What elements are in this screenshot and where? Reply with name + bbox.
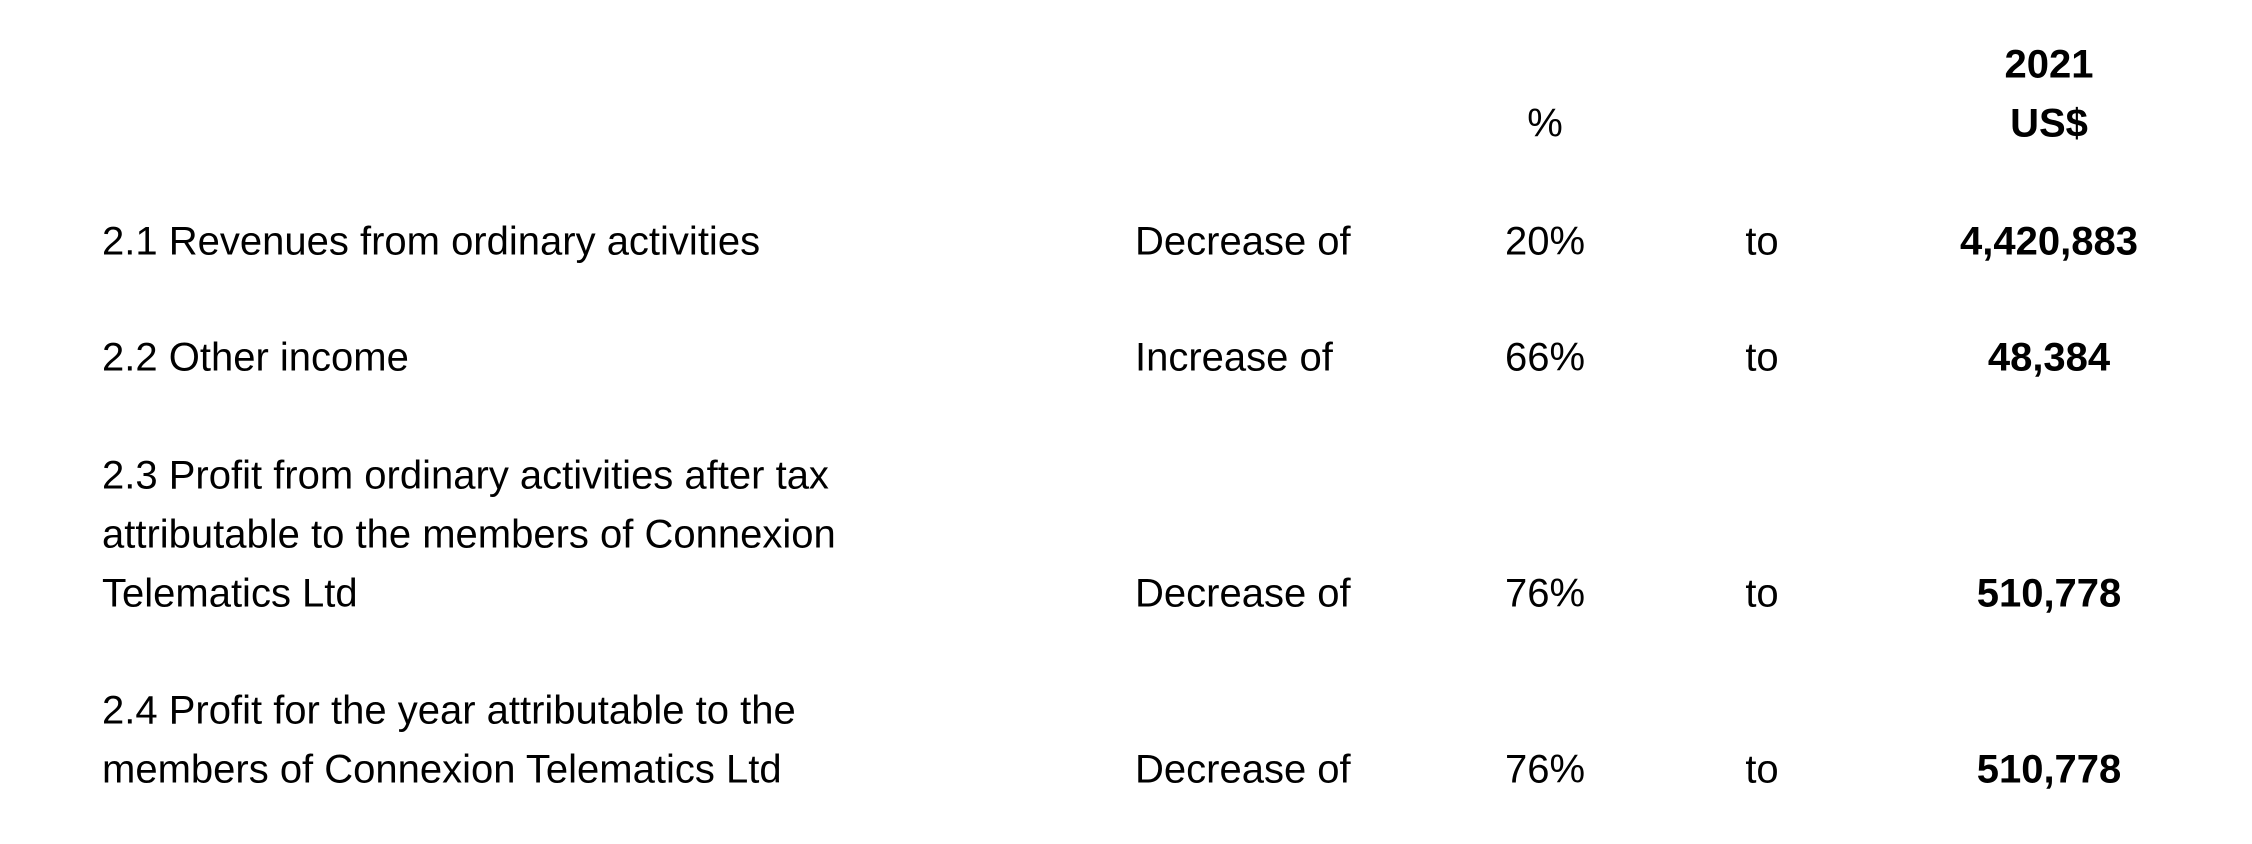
year-header: 2021 xyxy=(2005,43,2094,87)
change-percent: 76% xyxy=(1505,572,1585,616)
amount: 510,778 xyxy=(1977,748,2122,792)
amount: 510,778 xyxy=(1977,572,2122,616)
change-percent: 66% xyxy=(1505,336,1585,380)
change-percent: 20% xyxy=(1505,220,1585,264)
row-label: attributable to the members of Connexion xyxy=(102,513,836,557)
row-label: 2.2 Other income xyxy=(102,336,409,380)
percent-header: % xyxy=(1527,102,1563,146)
currency-header: US$ xyxy=(2010,102,2088,146)
row-label: 2.3 Profit from ordinary activities afte… xyxy=(102,454,829,498)
to-word: to xyxy=(1745,336,1778,380)
change-direction: Decrease of xyxy=(1135,572,1352,616)
to-word: to xyxy=(1745,220,1778,264)
change-direction: Increase of xyxy=(1135,336,1334,380)
to-word: to xyxy=(1745,572,1778,616)
row-label: Telematics Ltd xyxy=(102,572,358,616)
row-label: members of Connexion Telematics Ltd xyxy=(102,748,782,792)
amount: 4,420,883 xyxy=(1960,220,2138,264)
amount: 48,384 xyxy=(1988,336,2111,380)
change-direction: Decrease of xyxy=(1135,220,1352,264)
row-label: 2.1 Revenues from ordinary activities xyxy=(102,220,760,264)
to-word: to xyxy=(1745,748,1778,792)
change-direction: Decrease of xyxy=(1135,748,1352,792)
change-percent: 76% xyxy=(1505,748,1585,792)
row-label: 2.4 Profit for the year attributable to … xyxy=(102,689,796,733)
